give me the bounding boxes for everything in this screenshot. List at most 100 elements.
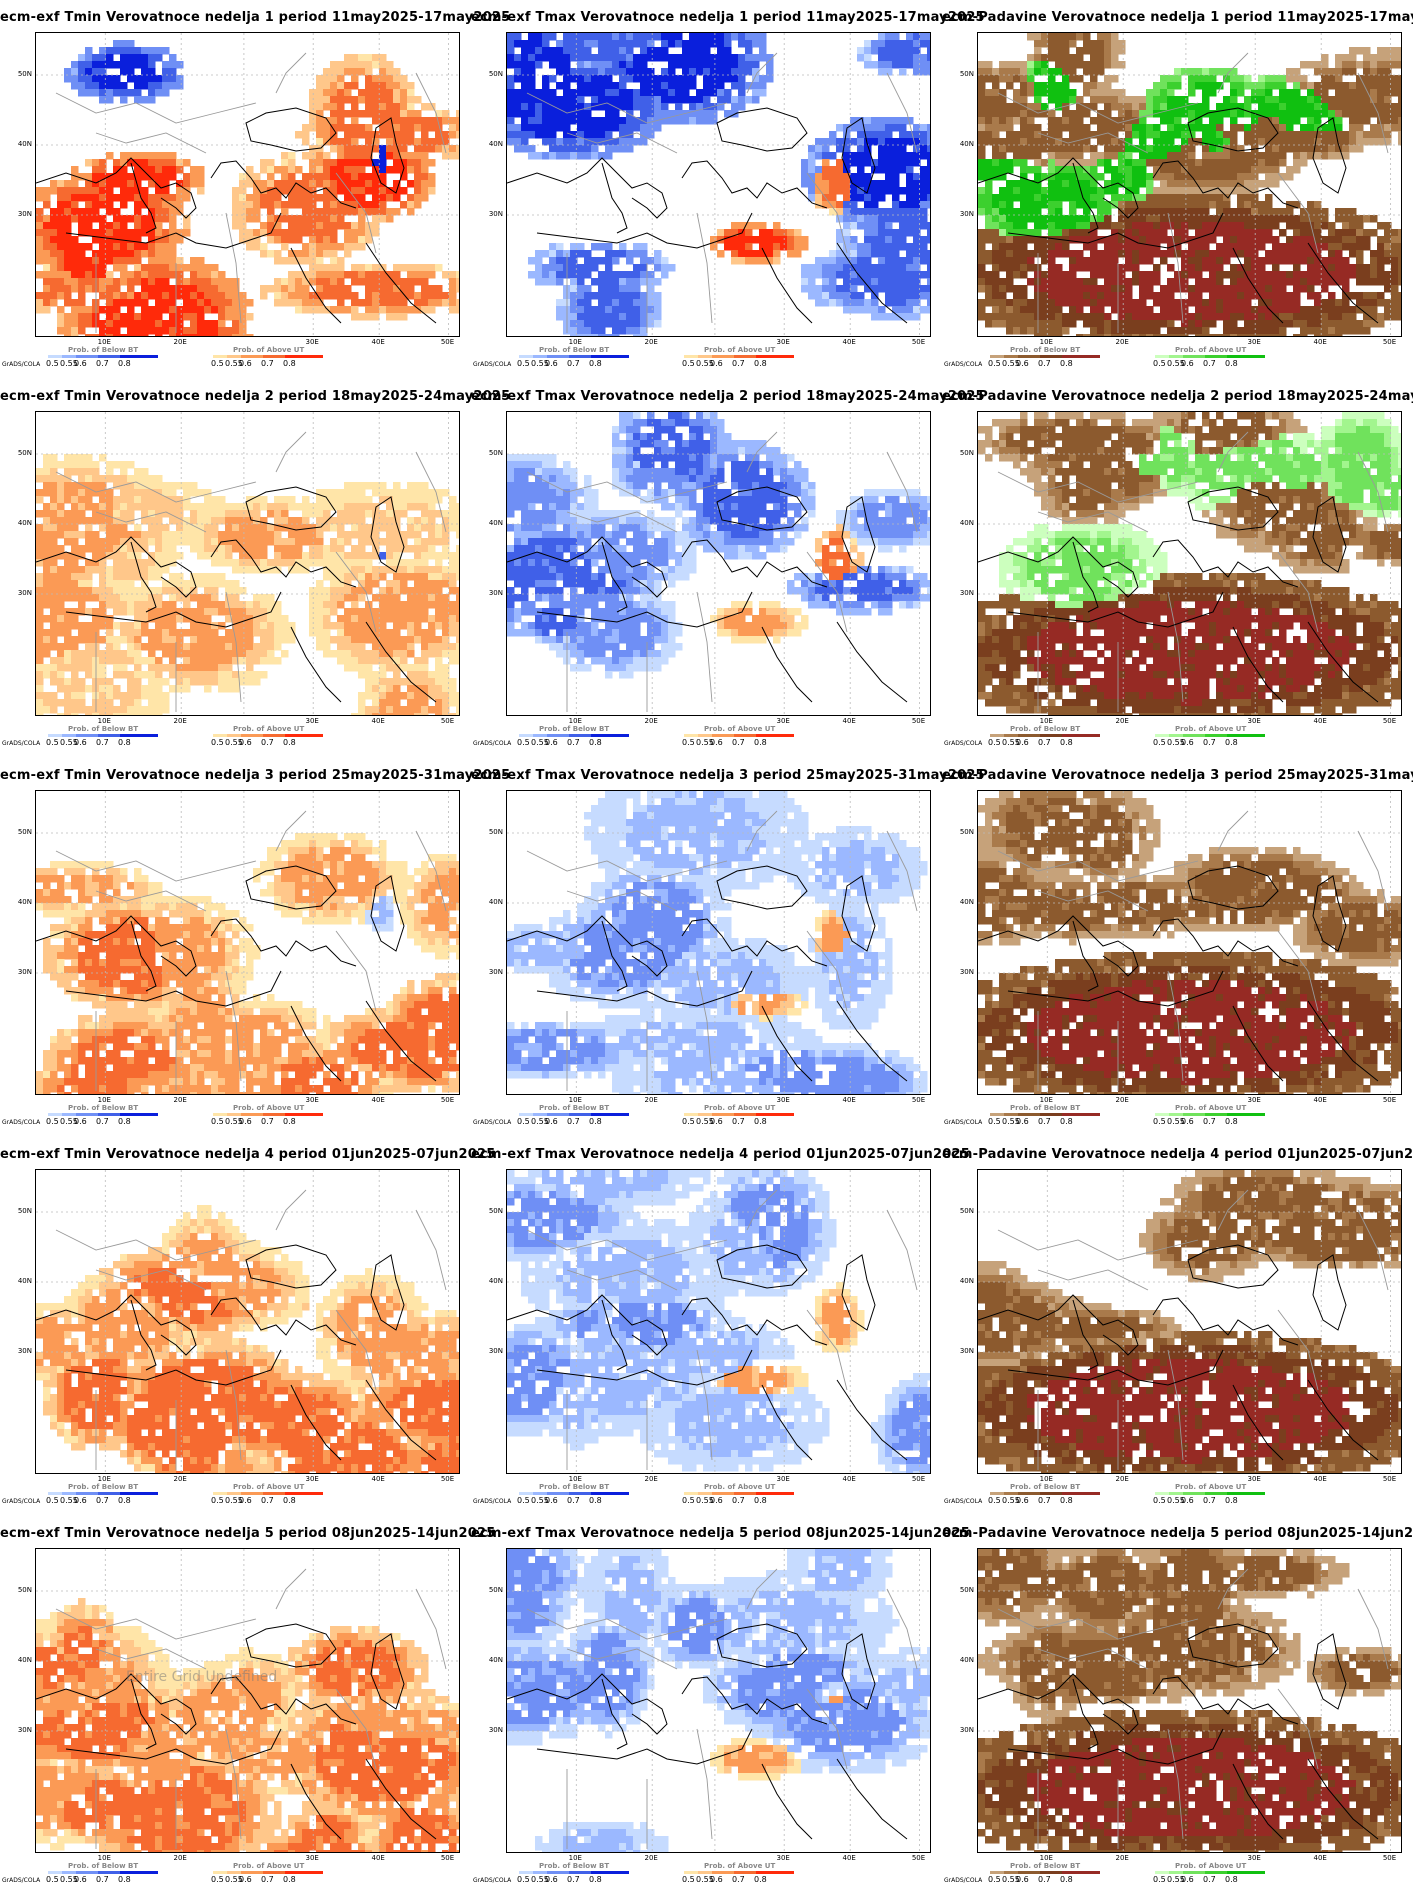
probability-cell <box>1020 68 1028 76</box>
probability-cell <box>752 89 760 97</box>
probability-cell <box>1223 131 1231 139</box>
probability-cell <box>1202 243 1210 251</box>
probability-cell <box>197 299 205 307</box>
probability-cell <box>1027 194 1035 202</box>
probability-cell <box>1013 103 1021 111</box>
probability-cell <box>584 327 592 335</box>
probability-cell <box>253 236 261 244</box>
probability-cell <box>1272 103 1280 111</box>
probability-cell <box>927 201 930 209</box>
probability-cell <box>330 159 338 167</box>
probability-cell <box>1349 313 1357 321</box>
probability-cell <box>288 250 296 258</box>
probability-cell <box>1321 222 1329 230</box>
probability-cell <box>92 180 100 188</box>
probability-cell <box>302 292 310 300</box>
probability-cell <box>414 180 422 188</box>
probability-cell <box>1321 299 1329 307</box>
probability-cell <box>871 201 879 209</box>
probability-cell <box>752 68 760 76</box>
probability-cell <box>379 96 387 104</box>
probability-cell <box>640 334 648 336</box>
probability-cell <box>1398 82 1401 90</box>
probability-cell <box>309 306 317 314</box>
probability-cell <box>556 124 564 132</box>
probability-cell <box>316 89 324 97</box>
probability-cell <box>1146 285 1154 293</box>
probability-cell <box>351 131 359 139</box>
probability-cell <box>878 222 886 230</box>
probability-cell <box>724 47 732 55</box>
probability-cell <box>640 68 648 76</box>
probability-cell <box>570 40 578 48</box>
probability-cell <box>1076 152 1084 160</box>
probability-cell <box>1146 145 1154 153</box>
probability-cell <box>400 496 408 504</box>
probability-cell <box>1090 131 1098 139</box>
probability-cell <box>127 173 135 181</box>
probability-cell <box>892 250 900 258</box>
probability-cell <box>1062 229 1070 237</box>
probability-cell <box>162 236 170 244</box>
probability-cell <box>1272 166 1280 174</box>
probability-cell <box>1076 285 1084 293</box>
probability-cell <box>1258 327 1266 335</box>
probability-cell <box>507 124 515 132</box>
probability-cell <box>1363 271 1371 279</box>
probability-cell <box>99 503 107 511</box>
probability-cell <box>99 236 107 244</box>
probability-cell <box>1104 236 1112 244</box>
probability-cell <box>598 61 606 69</box>
probability-cell <box>92 468 100 476</box>
longitude-label: 30E <box>1239 338 1269 346</box>
probability-cell <box>619 89 627 97</box>
probability-cell <box>1139 271 1147 279</box>
probability-cell <box>1069 124 1077 132</box>
probability-cell <box>1384 47 1392 55</box>
probability-cell <box>1258 320 1266 328</box>
probability-cell <box>1020 159 1028 167</box>
probability-cell <box>92 61 100 69</box>
probability-cell <box>456 152 459 160</box>
probability-cell <box>1188 68 1196 76</box>
probability-cell <box>1146 243 1154 251</box>
probability-cell <box>717 89 725 97</box>
probability-cell <box>878 285 886 293</box>
probability-cell <box>1195 257 1203 265</box>
probability-cell <box>309 96 317 104</box>
probability-cell <box>1097 327 1105 335</box>
probability-cell <box>885 243 893 251</box>
probability-cell <box>1223 159 1231 167</box>
probability-cell <box>71 68 79 76</box>
probability-cell <box>1181 68 1189 76</box>
probability-cell <box>421 103 429 111</box>
probability-cell <box>1300 145 1308 153</box>
probability-cell <box>260 180 268 188</box>
probability-cell <box>1062 243 1070 251</box>
probability-cell <box>985 124 993 132</box>
probability-cell <box>829 201 837 209</box>
probability-cell <box>43 271 51 279</box>
probability-cell <box>358 131 366 139</box>
probability-cell <box>992 222 1000 230</box>
probability-cell <box>169 257 177 265</box>
probability-cell <box>885 215 893 223</box>
probability-cell <box>1293 250 1301 258</box>
probability-cell <box>43 489 51 497</box>
probability-cell <box>239 236 247 244</box>
probability-cell <box>1013 222 1021 230</box>
probability-cell <box>899 306 907 314</box>
probability-cell <box>295 299 303 307</box>
probability-cell <box>50 271 58 279</box>
probability-cell <box>1398 117 1401 125</box>
probability-cell <box>857 243 865 251</box>
probability-cell <box>155 201 163 209</box>
probability-cell <box>64 250 72 258</box>
probability-cell <box>1097 173 1105 181</box>
probability-cell <box>239 292 247 300</box>
probability-cell <box>141 243 149 251</box>
probability-cell <box>1083 292 1091 300</box>
probability-cell <box>1370 229 1378 237</box>
probability-cell <box>899 68 907 76</box>
probability-cell <box>1069 166 1077 174</box>
